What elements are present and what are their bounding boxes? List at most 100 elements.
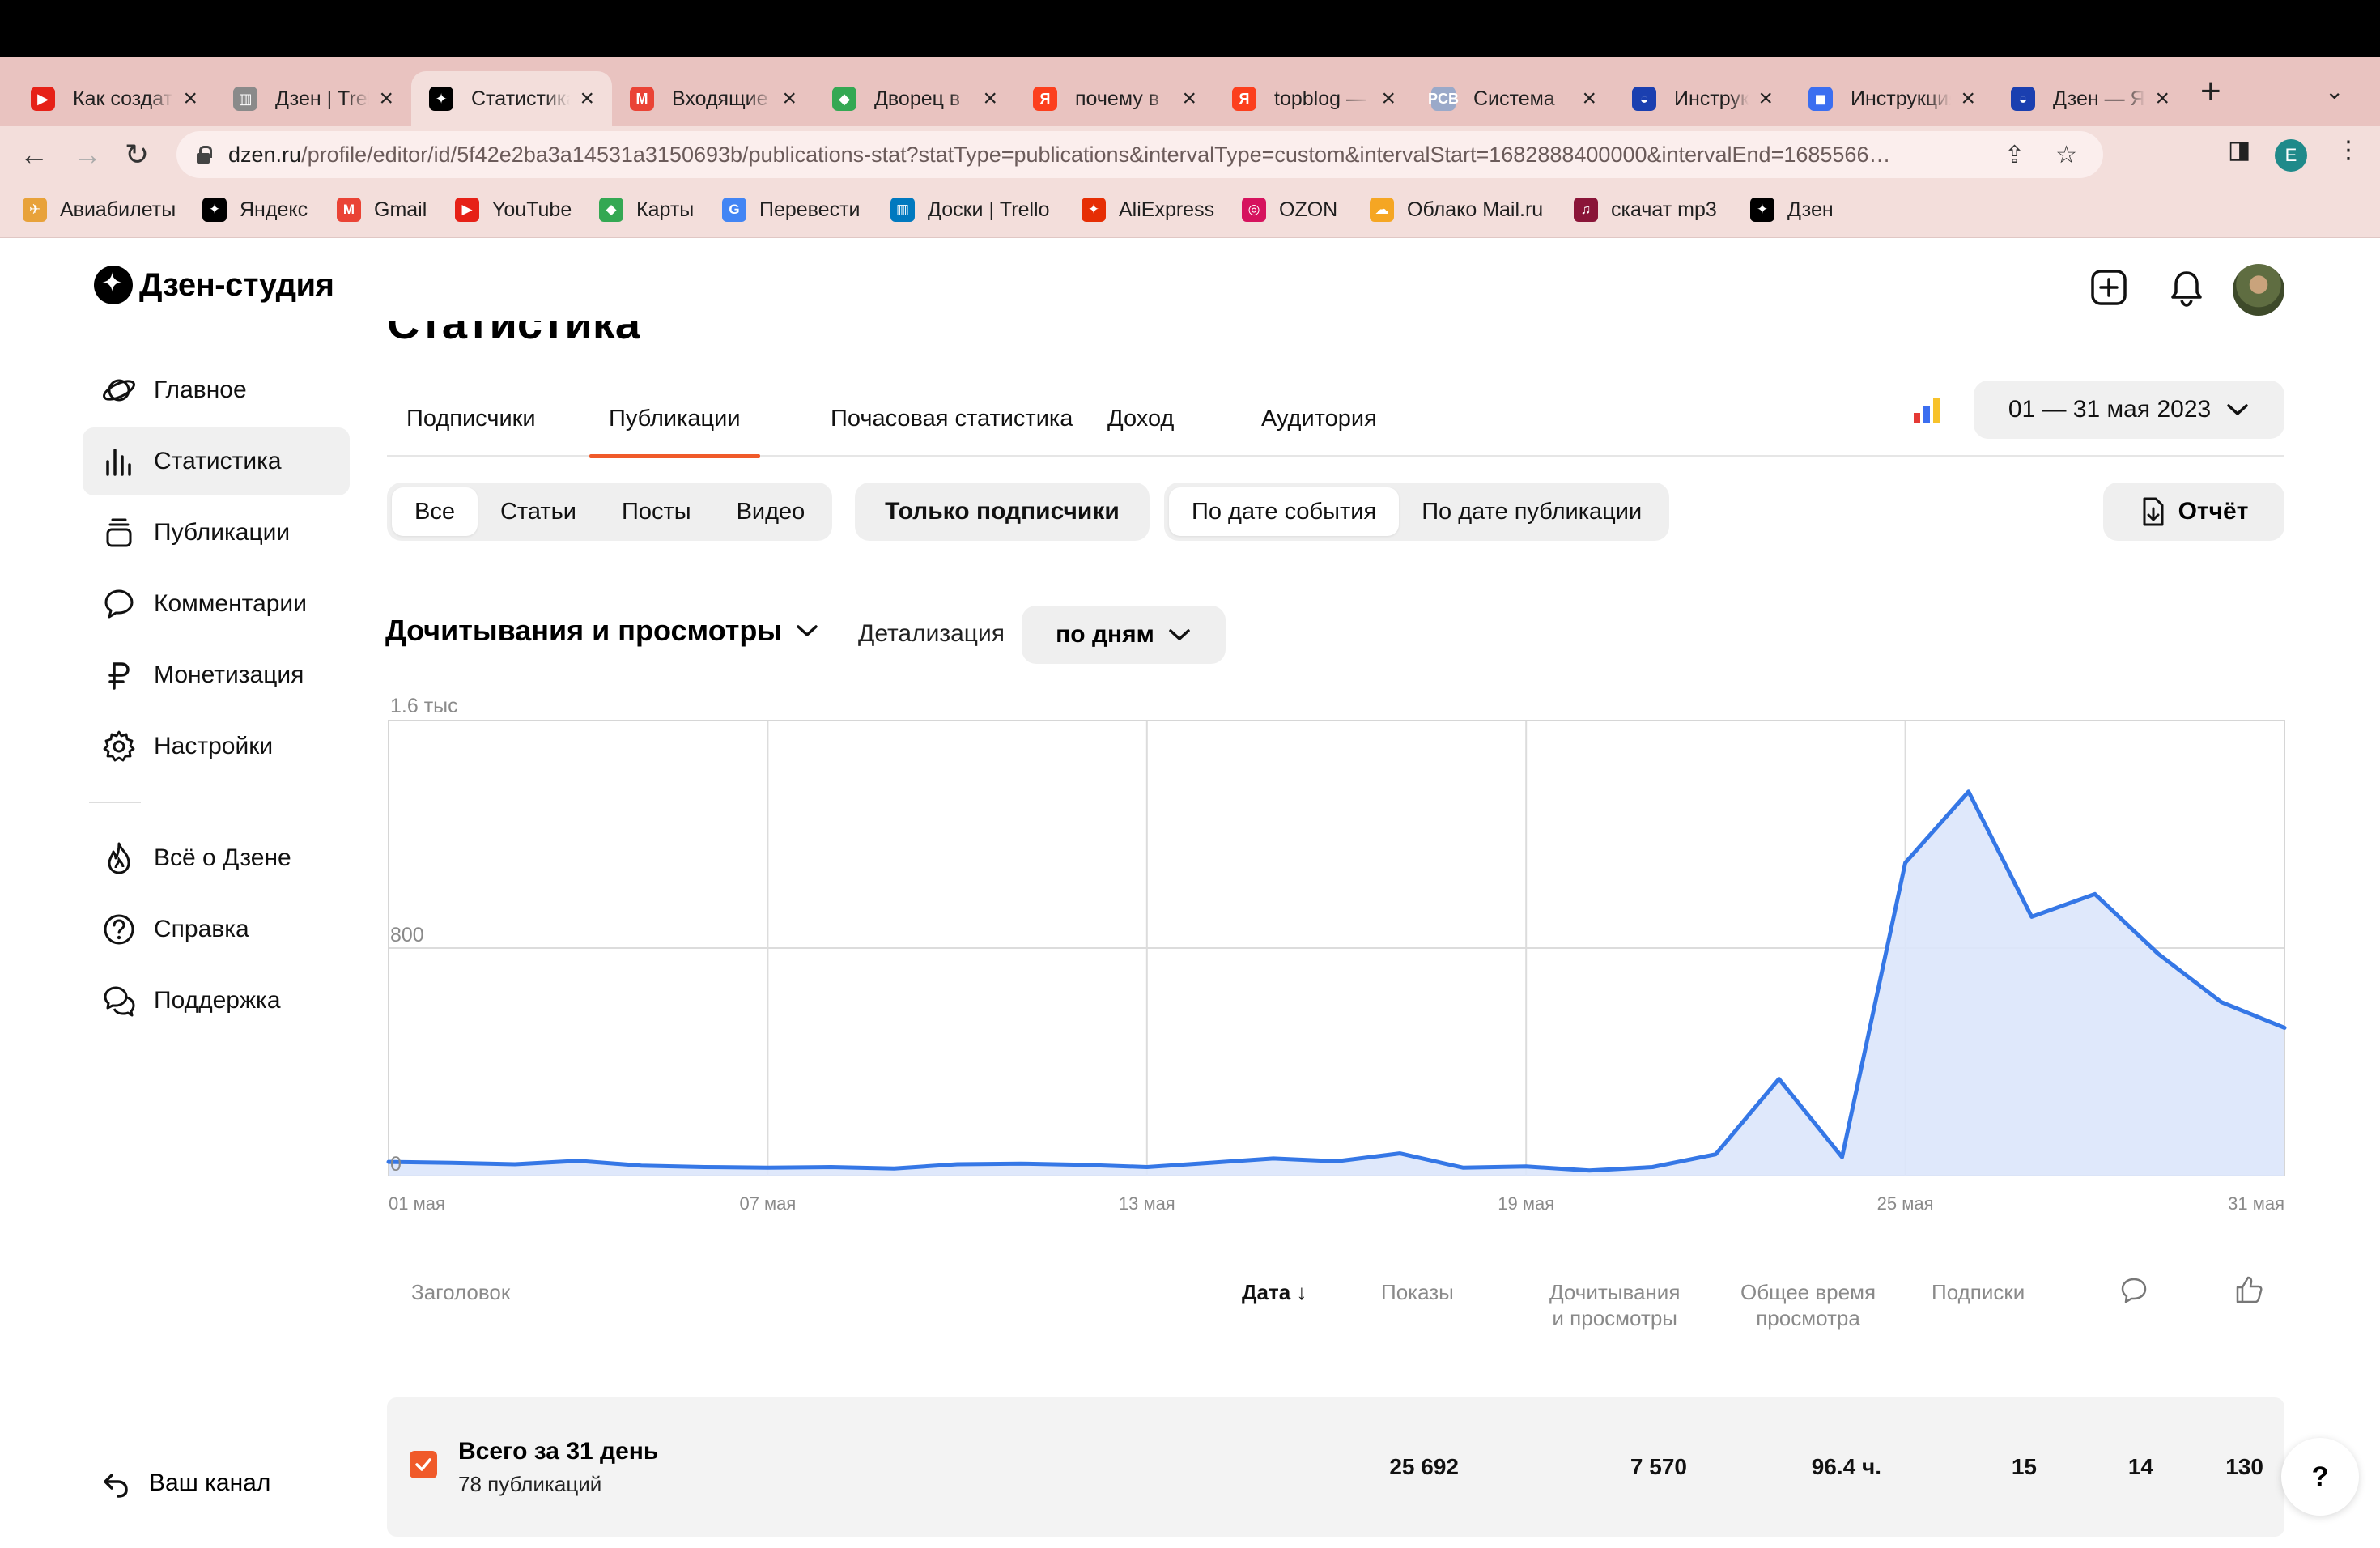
browser-menu-icon[interactable]: ⋮ [2336, 137, 2361, 164]
bookmark-item[interactable]: ▥ Доски | Trello [890, 198, 1050, 222]
new-tab-button[interactable]: + [2200, 71, 2221, 111]
side-panel-icon[interactable]: ◨ [2228, 137, 2251, 164]
bookmark-label: Дзен [1787, 198, 1834, 221]
report-button[interactable]: Отчёт [2103, 483, 2284, 541]
tab-search-chevron-icon[interactable]: ⌄ [2325, 79, 2344, 104]
tab-close-icon[interactable]: × [2155, 85, 2170, 112]
bookmark-item[interactable]: ✦ Яндекс [202, 198, 308, 222]
bookmark-item[interactable]: ▶ YouTube [455, 198, 572, 222]
col-reads[interactable]: Дочитывания и просмотры [1549, 1280, 1681, 1330]
tab-close-icon[interactable]: × [1182, 85, 1196, 112]
user-avatar[interactable] [2233, 264, 2284, 316]
tab-close-icon[interactable]: × [1961, 85, 1975, 112]
your-channel-link[interactable]: Ваш канал [100, 1467, 270, 1499]
sidebar-item[interactable]: Публикации [83, 499, 350, 567]
total-reads: 7 570 [1630, 1454, 1687, 1479]
sidebar-item[interactable]: Комментарии [83, 570, 350, 638]
browser-tab[interactable]: ◒ Дзен — Я × [1993, 71, 2187, 126]
browser-tab[interactable]: ◼ Инструкция × [1791, 71, 1993, 126]
logo-text: Дзен-студия [139, 266, 334, 303]
detail-dropdown[interactable]: по дням [1022, 606, 1226, 664]
ruble-icon [100, 657, 138, 694]
bookmark-item[interactable]: ☁ Облако Mail.ru [1370, 198, 1543, 222]
address-bar[interactable]: dzen.ru/profile/editor/id/5f42e2ba3a1453… [176, 131, 2103, 178]
tab-favicon-icon: ◼ [1808, 87, 1833, 111]
filter-option[interactable]: Статьи [499, 498, 576, 525]
help-button[interactable]: ? [2281, 1438, 2359, 1516]
browser-profile-avatar[interactable]: E [2275, 139, 2307, 172]
sidebar-item[interactable]: Главное [83, 356, 350, 424]
reload-icon[interactable]: ↻ [125, 138, 150, 171]
sidebar-item[interactable]: Статистика [83, 427, 350, 495]
sidebar-item[interactable]: Настройки [83, 712, 350, 780]
only-subscribers-toggle[interactable]: Только подписчики [855, 483, 1150, 541]
chevron-down-icon [1169, 629, 1190, 640]
sidebar-item[interactable]: Монетизация [83, 641, 350, 709]
stat-tab[interactable]: Аудитория [1261, 405, 1377, 432]
filter-option[interactable]: По дате публикации [1422, 498, 1643, 525]
bookmark-favicon-icon: ☁ [1370, 198, 1394, 222]
bookmark-item[interactable]: ♫ скачат mp3 [1574, 198, 1717, 222]
tab-close-icon[interactable]: × [379, 85, 393, 112]
y-tick-label: 0 [390, 1153, 402, 1176]
stat-tab[interactable]: Доход [1107, 405, 1175, 432]
create-post-icon[interactable] [2089, 267, 2129, 308]
bell-icon[interactable] [2166, 267, 2207, 308]
tab-close-icon[interactable]: × [983, 85, 997, 112]
bookmark-item[interactable]: ✦ AliExpress [1082, 198, 1214, 222]
browser-tab[interactable]: ◒ Инструкция × [1614, 71, 1791, 126]
sidebar-item-label: Справка [154, 916, 249, 942]
browser-tab[interactable]: ✦ Статистика × [411, 71, 612, 126]
browser-tab[interactable]: PCB Система × [1413, 71, 1614, 126]
stat-tab[interactable]: Подписчики [406, 405, 536, 432]
bookmark-item[interactable]: ✦ Дзен [1750, 198, 1834, 222]
col-date[interactable]: Дата ↓ [1242, 1280, 1307, 1304]
browser-tab[interactable]: ▶ Как создать × [13, 71, 215, 126]
filter-option[interactable]: Все [392, 487, 478, 536]
os-top-bar [0, 0, 2380, 57]
tab-close-icon[interactable]: × [782, 85, 797, 112]
col-title[interactable]: Заголовок [411, 1280, 511, 1304]
col-shows[interactable]: Показы [1381, 1280, 1454, 1304]
forward-arrow-icon[interactable]: → [73, 138, 102, 171]
bookmark-star-icon[interactable]: ☆ [2055, 142, 2077, 168]
col-subscriptions[interactable]: Подписки [1932, 1280, 2025, 1304]
tab-close-icon[interactable]: × [1582, 85, 1596, 112]
like-column-icon[interactable] [2234, 1274, 2263, 1311]
dzen-studio-logo[interactable]: Дзен-студия [94, 266, 334, 304]
col-watch-time[interactable]: Общее время просмотра [1740, 1280, 1876, 1330]
browser-tab[interactable]: ▥ Дзен | Trello × [215, 71, 411, 126]
bookmark-item[interactable]: ◆ Карты [599, 198, 694, 222]
share-icon[interactable]: ⇪ [2004, 142, 2025, 168]
metric-selector[interactable]: Дочитывания и просмотры [385, 614, 819, 648]
filter-option[interactable]: Посты [621, 498, 691, 525]
filter-option[interactable]: По дате события [1169, 487, 1400, 536]
back-arrow-icon[interactable]: ← [19, 138, 49, 171]
sidebar-item[interactable]: Всё о Дзене [83, 824, 350, 892]
tab-close-icon[interactable]: × [183, 85, 198, 112]
date-range-picker[interactable]: 01 — 31 мая 2023 [1974, 381, 2284, 439]
browser-tab[interactable]: M Входящие × [612, 71, 814, 126]
reads-views-chart: 0 800 1.6 тыс 01 мая 07 мая 13 мая 19 мая 25 ма… [386, 695, 2287, 1214]
tab-close-icon[interactable]: × [580, 85, 594, 112]
tab-close-icon[interactable]: × [1381, 85, 1396, 112]
sidebar-item-label: Всё о Дзене [154, 844, 291, 871]
filter-option[interactable]: Видео [736, 498, 805, 525]
total-checkbox[interactable] [410, 1451, 437, 1478]
tab-title: Как создать [73, 87, 174, 110]
bookmark-item[interactable]: ◎ OZON [1242, 198, 1337, 222]
tab-close-icon[interactable]: × [1758, 85, 1773, 112]
x-tick-label: 31 мая [2228, 1193, 2284, 1214]
rating-bars-icon[interactable] [1912, 397, 1943, 424]
stat-tab[interactable]: Публикации [589, 381, 760, 458]
stat-tab[interactable]: Почасовая статистика [831, 405, 1073, 432]
browser-tab[interactable]: ◆ Дворец в × [814, 71, 1015, 126]
bookmark-item[interactable]: ✈ Авиабилеты [23, 198, 176, 222]
bookmark-item[interactable]: G Перевести [722, 198, 861, 222]
bookmark-item[interactable]: M Gmail [337, 198, 427, 222]
sidebar-item[interactable]: Поддержка [83, 967, 350, 1035]
sidebar-item[interactable]: Справка [83, 895, 350, 963]
comment-column-icon[interactable] [2119, 1276, 2148, 1311]
